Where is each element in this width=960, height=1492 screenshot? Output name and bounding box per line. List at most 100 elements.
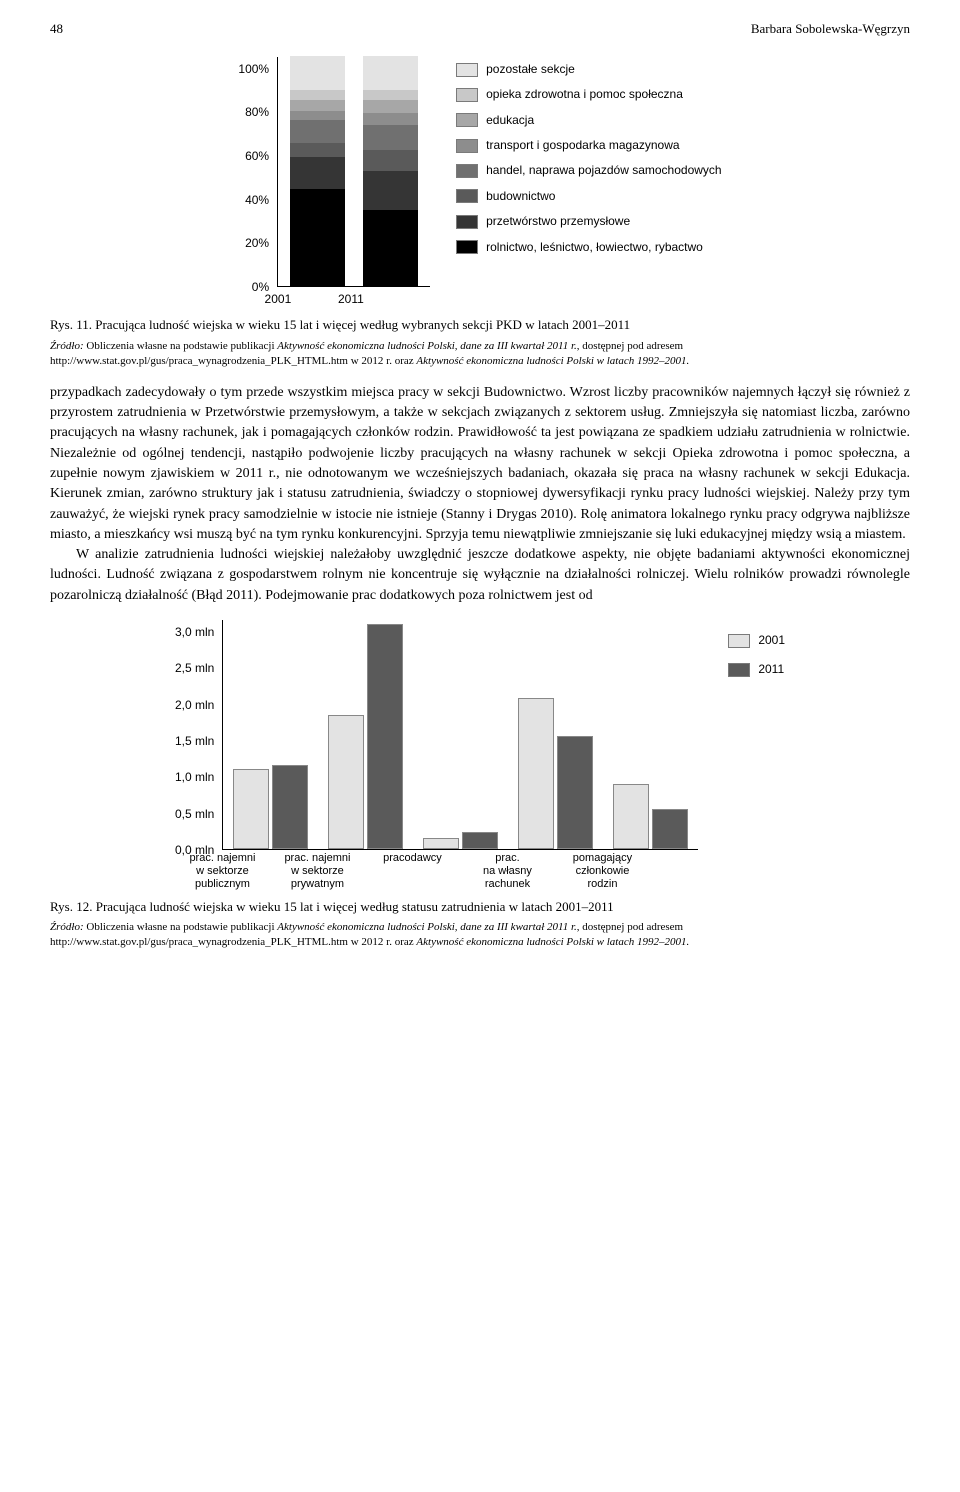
y-tick-label: 2,5 mln [175,662,214,674]
bar-group [518,698,593,849]
paragraph-2: W analizie zatrudnienia ludności wiejski… [50,545,910,606]
figure-12-caption-text: Pracująca ludność wiejska w wieku 15 lat… [96,899,614,914]
page-header: 48 Barbara Sobolewska-Węgrzyn [50,20,910,39]
bar-segment-przetworstwo [363,171,418,210]
legend-label: handel, naprawa pojazdów samochodowych [486,162,721,179]
bar-group [233,765,308,849]
bar-segment-rolnictwo [290,189,345,286]
legend-item: edukacja [456,112,721,129]
chart2-x-axis: prac. najemniw sektorzepublicznymprac. n… [175,852,698,892]
bar-segment-przetworstwo [290,157,345,189]
legend-swatch [456,63,478,77]
legend-label: 2001 [758,632,785,649]
source-em: Aktywność ekonomiczna ludności Polski, d… [277,921,577,933]
legend-item: 2001 [728,632,785,649]
author-name: Barbara Sobolewska-Węgrzyn [751,20,910,39]
bar-segment-opieka [290,90,345,99]
paragraph-1: przypadkach zadecydowały o tym przede ws… [50,383,910,545]
figure-12-chart: 0,0 mln0,5 mln1,0 mln1,5 mln2,0 mln2,5 m… [50,620,910,892]
body-text: przypadkach zadecydowały o tym przede ws… [50,383,910,606]
bar [272,765,308,849]
legend-swatch [456,240,478,254]
legend-swatch [728,634,750,648]
stacked-bar [290,56,345,286]
chart1-y-axis: 0%20%40%60%80%100% [238,57,269,287]
legend-label: opieka zdrowotna i pomoc społeczna [486,86,683,103]
x-tick-label: pomagającyczłonkowierodzin [565,852,640,892]
x-tick-label: pracodawcy [375,852,450,892]
figure-12-label: Rys. 12. [50,899,92,914]
bar-segment-rolnictwo [363,210,418,286]
source-label: Źródło: [50,340,84,352]
source-text: Obliczenia własne na podstawie publikacj… [86,921,277,933]
source-em: Aktywność ekonomiczna ludności Polski w … [416,936,689,948]
bar [518,698,554,849]
stacked-bar [363,56,418,286]
y-tick-label: 0% [238,281,269,293]
source-em: Aktywność ekonomiczna ludności Polski, d… [277,340,577,352]
bar [613,784,649,849]
bar-segment-budownictwo [290,143,345,157]
figure-11-caption: Rys. 11. Pracująca ludność wiejska w wie… [50,316,910,335]
bar [462,832,498,849]
legend-label: 2011 [758,661,784,678]
chart2-legend: 2001 2011 [728,620,785,679]
legend-label: edukacja [486,112,534,129]
y-tick-label: 1,5 mln [175,735,214,747]
legend-label: pozostałe sekcje [486,61,575,78]
figure-11-chart: 0%20%40%60%80%100% 20012011 pozostałe se… [50,57,910,308]
bar-group [328,624,403,849]
figure-11-caption-text: Pracująca ludność wiejska w wieku 15 lat… [95,317,630,332]
bar-group [613,784,688,849]
legend-item: 2011 [728,661,785,678]
bar-segment-pozostale [363,56,418,91]
bar-segment-handel [290,120,345,143]
page-number: 48 [50,20,63,39]
bar [557,736,593,849]
legend-swatch [456,88,478,102]
y-tick-label: 0,5 mln [175,808,214,820]
legend-label: przetwórstwo przemysłowe [486,213,630,230]
bar [423,838,459,850]
bar [367,624,403,849]
legend-swatch [456,164,478,178]
legend-swatch [456,139,478,153]
figure-12-caption: Rys. 12. Pracująca ludność wiejska w wie… [50,898,910,917]
y-tick-label: 80% [238,106,269,118]
bar-segment-budownictwo [363,150,418,171]
legend-item: rolnictwo, leśnictwo, łowiectwo, rybactw… [456,239,721,256]
legend-label: rolnictwo, leśnictwo, łowiectwo, rybactw… [486,239,703,256]
bar-segment-edukacja [290,100,345,112]
y-tick-label: 40% [238,194,269,206]
legend-item: przetwórstwo przemysłowe [456,213,721,230]
chart1-legend: pozostałe sekcje opieka zdrowotna i pomoc… [456,57,721,256]
chart2-bars [222,620,698,850]
y-tick-label: 2,0 mln [175,699,214,711]
bar-segment-opieka [363,90,418,99]
legend-swatch [728,663,750,677]
chart2-y-axis: 0,0 mln0,5 mln1,0 mln1,5 mln2,0 mln2,5 m… [175,620,214,850]
bar-segment-transport [363,113,418,125]
y-tick-label: 20% [238,237,269,249]
figure-11-source: Źródło: Obliczenia własne na podstawie p… [50,339,910,369]
bar [652,809,688,849]
y-tick-label: 3,0 mln [175,626,214,638]
figure-11-label: Rys. 11. [50,317,92,332]
y-tick-label: 100% [238,63,269,75]
bar-group [423,832,498,849]
bar-segment-transport [290,111,345,120]
bar-segment-edukacja [363,100,418,114]
legend-swatch [456,215,478,229]
legend-label: budownictwo [486,188,555,205]
bar [233,769,269,850]
chart1-bars [277,57,430,287]
bar-segment-pozostale [290,56,345,91]
bar [328,715,364,849]
figure-12-source: Źródło: Obliczenia własne na podstawie p… [50,920,910,950]
y-tick-label: 60% [238,150,269,162]
source-em: Aktywność ekonomiczna ludności Polski w … [416,355,689,367]
x-tick-label: prac.na własnyrachunek [470,852,545,892]
legend-item: opieka zdrowotna i pomoc społeczna [456,86,721,103]
legend-label: transport i gospodarka magazynowa [486,137,679,154]
legend-item: transport i gospodarka magazynowa [456,137,721,154]
